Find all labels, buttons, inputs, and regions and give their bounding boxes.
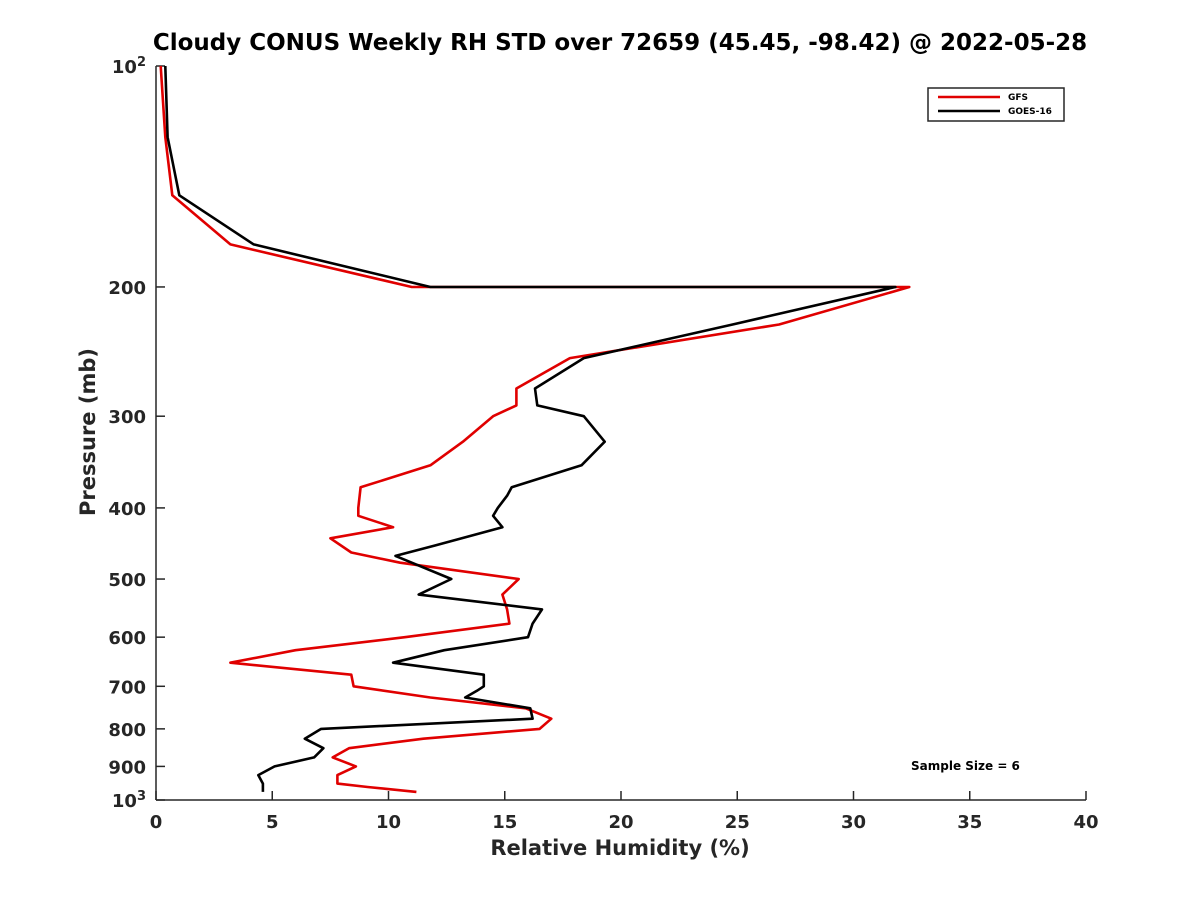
y-tick-label: 300 <box>108 407 146 428</box>
y-tick-label: 400 <box>108 499 146 520</box>
y-tick-label: 700 <box>108 677 146 698</box>
x-tick-label: 25 <box>725 812 750 833</box>
chart-title: Cloudy CONUS Weekly RH STD over 72659 (4… <box>152 30 1088 56</box>
legend-entry-label: GFS <box>1008 93 1028 103</box>
y-tick-label: 600 <box>108 628 146 649</box>
legend-entry-label: GOES-16 <box>1008 107 1052 117</box>
series-line-goes-16 <box>164 65 897 792</box>
y-tick-label: 800 <box>108 720 146 741</box>
y-tick-label: 200 <box>108 278 146 299</box>
x-tick-label: 0 <box>150 812 163 833</box>
x-tick-label: 15 <box>492 812 517 833</box>
y-tick-label: 500 <box>108 570 146 591</box>
x-tick-label: 40 <box>1073 812 1098 833</box>
legend-box <box>927 87 1065 122</box>
x-tick-label: 35 <box>957 812 982 833</box>
legend: GFS GOES-16 <box>927 87 1065 122</box>
x-tick-label: 20 <box>608 812 633 833</box>
x-tick-label: 10 <box>376 812 401 833</box>
series-line-gfs <box>159 65 911 794</box>
x-tick-label: 30 <box>841 812 866 833</box>
axes: 0 5 10 15 20 25 30 35 40 102 200 300 400 500 600 700 800… <box>108 55 1098 833</box>
x-tick-label: 5 <box>266 812 279 833</box>
x-axis-label: Relative Humidity (%) <box>490 836 750 860</box>
y-tick-label: 103 <box>112 789 146 812</box>
sample-size-annotation: Sample Size = 6 <box>911 759 1020 773</box>
series-lines <box>159 65 911 794</box>
y-tick-label: 102 <box>112 55 146 78</box>
y-tick-label: 900 <box>108 757 146 778</box>
